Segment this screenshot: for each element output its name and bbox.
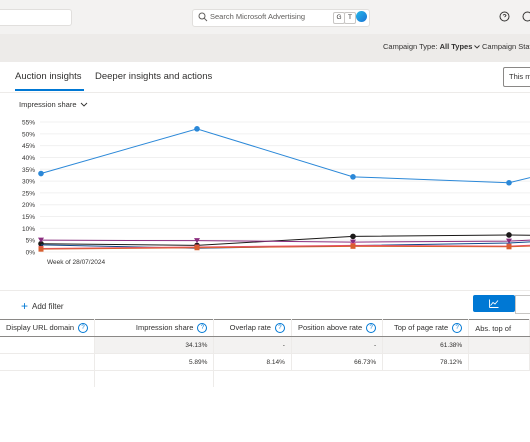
y-tick-label: 0% [26,250,36,257]
chevron-down-icon [474,45,481,49]
table-header-row: Display URL domain? Impression share? Ov… [0,319,530,337]
date-range-picker[interactable]: This mo [503,67,530,87]
data-point [350,233,356,240]
y-tick-label: 30% [22,179,35,186]
table-row[interactable]: 34.13% - - 61.38% [0,336,530,354]
info-icon[interactable]: ? [452,323,463,333]
column-header-top-of-page-rate[interactable]: Top of page rate? [382,319,470,337]
column-header-impression-share[interactable]: Impression share? [94,319,215,337]
cell-domain[interactable] [0,336,96,354]
table-row[interactable]: 5.89% 8.14% 66.73% 78.12% [0,353,530,371]
y-tick-label: 20% [22,202,35,209]
column-header-position-above-rate[interactable]: Position above rate? [291,319,384,337]
top-bar: Search Microsoft Advertising G T [0,0,530,34]
data-point [194,126,200,132]
column-header-overlap-rate[interactable]: Overlap rate? [213,319,292,337]
search-placeholder: Search Microsoft Advertising [210,12,306,21]
data-point [38,237,44,243]
data-point [506,244,512,250]
cell-position-above-rate: 66.73% [291,353,384,371]
column-header-abs-top[interactable]: Abs. top of [468,319,530,337]
search-box[interactable]: Search Microsoft Advertising G T [192,9,370,27]
y-tick-label: 10% [22,226,35,233]
metric-dropdown[interactable]: Impression share [19,100,88,109]
account-selector[interactable] [0,9,72,26]
search-global-icon[interactable] [522,11,530,22]
cell-abs-top [468,336,530,354]
data-point [506,238,512,244]
y-tick-label: 55% [22,120,35,127]
column-label: Impression share [135,322,194,332]
campaign-type-filter[interactable]: Campaign Type: All Types [383,42,481,51]
tab-divider [0,92,530,93]
column-label: Abs. top of [475,323,512,333]
column-header-display-url[interactable]: Display URL domain? [0,319,96,337]
series-line [40,128,530,184]
cell-impression-share: 5.89% [94,353,215,371]
chart-view-button[interactable] [473,295,515,312]
campaign-status-label: Campaign Statu [482,42,530,51]
impression-share-chart: 55% 50% 45% 40% 35% 30% 25% 20% 15% 10% 5% 0% Week o… [22,120,530,266]
y-tick-label: 45% [22,143,35,150]
data-point [350,174,356,180]
y-tick-label: 15% [22,214,35,221]
active-tab-indicator [15,89,84,91]
campaign-type-value: All Types [439,42,473,51]
campaign-type-label: Campaign Type: [383,42,438,51]
tab-auction-insights[interactable]: Auction insights [15,71,82,82]
cell-domain[interactable] [0,353,96,371]
table-row [0,370,530,387]
add-filter-label: Add filter [32,302,64,311]
campaign-status-filter[interactable]: Campaign Statu [482,42,530,51]
cell-overlap-rate: - [213,336,292,354]
data-point [350,243,356,249]
column-label: Position above rate [297,322,363,332]
x-tick-label: Week of 28/07/2024 [47,259,105,266]
column-label: Display URL domain [6,322,75,332]
cell-abs-top [468,353,530,371]
cell-top-of-page-rate: 61.38% [382,336,470,354]
cell-position-above-rate: - [291,336,384,354]
line-chart-icon [489,299,499,308]
tab-deeper-insights[interactable]: Deeper insights and actions [95,71,213,82]
help-icon[interactable] [499,11,510,22]
search-icon [198,12,208,22]
copilot-icon[interactable] [356,11,367,22]
y-tick-label: 50% [22,131,35,138]
data-point [194,245,200,251]
y-tick-label: 5% [26,238,36,245]
column-label: Top of page rate [393,322,449,332]
shortcut-key-t: T [344,12,356,24]
data-point [506,179,512,186]
cell-top-of-page-rate: 78.12% [382,353,470,371]
y-tick-label: 35% [22,167,35,174]
cell-overlap-rate: 8.14% [213,353,292,371]
add-filter-button[interactable]: + Add filter [21,299,64,313]
auction-insights-table: Display URL domain? Impression share? Ov… [0,319,530,387]
column-label: Overlap rate [229,322,271,332]
cell-impression-share: 34.13% [94,336,215,354]
metric-dropdown-label: Impression share [19,100,77,109]
data-point [350,239,356,245]
filter-bar [0,34,530,62]
info-icon[interactable]: ? [274,323,285,333]
data-point [506,232,512,238]
info-icon[interactable]: ? [78,323,89,333]
chevron-down-icon [80,102,87,107]
chart-divider [0,290,530,291]
info-icon[interactable]: ? [197,323,208,333]
info-icon[interactable]: ? [366,323,377,333]
plus-icon: + [21,299,29,313]
table-view-button[interactable] [515,295,530,314]
y-tick-label: 40% [22,155,35,162]
data-point [38,246,44,252]
data-point [38,170,44,177]
y-tick-label: 25% [22,190,35,197]
data-point [194,238,200,244]
